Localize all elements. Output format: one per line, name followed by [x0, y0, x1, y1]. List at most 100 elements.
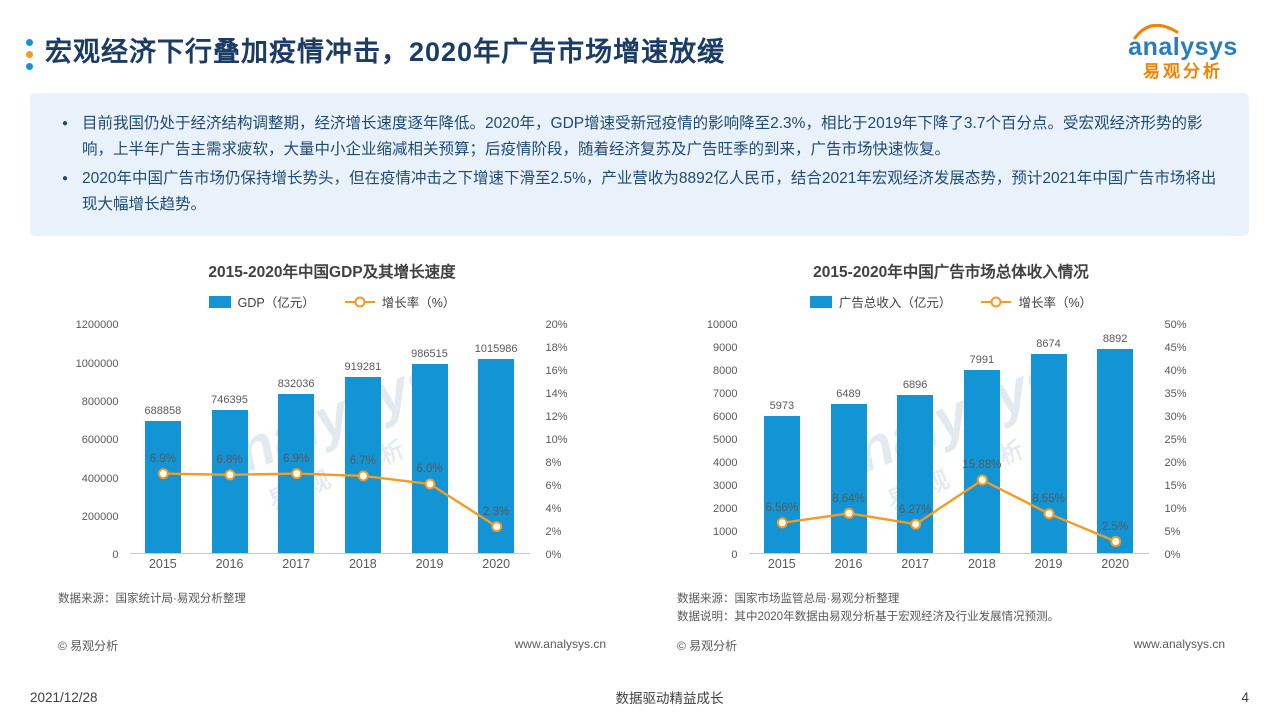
bullet-text: 目前我国仍处于经济结构调整期，经济增长速度逐年降低。2020年，GDP增速受新冠…	[82, 115, 1203, 159]
growth-value-label: 6.0%	[416, 463, 443, 476]
plot-area: analysys 易观分析 688858 746395 832036 919281 9865…	[129, 323, 530, 555]
bar-2018	[344, 377, 381, 554]
bullet-text: 2020年中国广告市场仍保持增长势头，但在疫情冲击之下增速下滑至2.5%，产业营…	[82, 169, 1217, 214]
growth-value-label: 6.8%	[216, 454, 243, 467]
bullet-icon: ●	[62, 172, 69, 184]
growth-value-label: 2.5%	[1102, 520, 1129, 533]
panel-footer: © 易观分析 www.analysys.cn	[58, 637, 606, 654]
bar-2016	[830, 404, 867, 554]
bar-value-label: 5973	[769, 400, 795, 413]
data-source: 数据来源：国家统计局·易观分析整理	[58, 593, 246, 606]
chart-legend: 广告总收入（亿元） 增长率（%）	[677, 292, 1225, 311]
x-tick-label: 2017	[901, 557, 930, 572]
copyright: © 易观分析	[58, 639, 119, 654]
x-tick-label: 2019	[1034, 557, 1063, 572]
copyright: © 易观分析	[677, 639, 738, 654]
x-tick-label: 2018	[348, 557, 377, 572]
bar-2020	[1097, 348, 1134, 554]
growth-value-label: 2.3%	[483, 506, 510, 519]
chart-legend: GDP（亿元） 增长率（%）	[58, 292, 606, 311]
growth-value-label: 6.9%	[149, 453, 176, 466]
bar-value-label: 7991	[969, 353, 995, 366]
x-tick-label: 2018	[967, 557, 996, 572]
bullet-icon: ●	[62, 118, 69, 130]
x-tick-label: 2016	[215, 557, 244, 572]
x-tick-label: 2017	[282, 557, 311, 572]
legend-item-line: 增长率（%）	[344, 292, 456, 311]
x-tick-label: 2019	[415, 557, 444, 572]
bar-2016	[211, 410, 248, 554]
x-tick-label: 2020	[1101, 557, 1130, 572]
bar-value-label: 746395	[211, 394, 248, 407]
right-axis-ticks: 0% 5% 10% 15% 20% 25% 30% 35% 40% 45% 50%	[1164, 319, 1187, 562]
chart-title: 2015-2020年中国GDP及其增长速度	[208, 264, 456, 282]
page-footer: 2021/12/28 数据驱动精益成长 4	[30, 687, 1249, 707]
title-accent-dots-icon	[26, 36, 33, 72]
header: 宏观经济下行叠加疫情冲击，2020年广告市场增速放缓 analysys 易观分析	[0, 0, 1279, 81]
ad-revenue-chart-panel: 2015-2020年中国广告市场总体收入情况 广告总收入（亿元） 增长率（%） …	[677, 260, 1225, 654]
logo-swoosh-icon	[1133, 24, 1179, 40]
bar-value-label: 1015986	[474, 342, 518, 355]
bar-value-label: 6896	[902, 378, 928, 391]
right-axis-ticks: 0% 2% 4% 6% 8% 10% 12% 14% 16% 18% 20%	[545, 319, 568, 562]
left-axis-ticks: 0 200000 400000 600000 800000 1000000 1200000	[75, 319, 119, 562]
footer-page-number: 4	[1241, 689, 1249, 705]
bullet-item: ● 2020年中国广告市场仍保持增长势头，但在疫情冲击之下增速下滑至2.5%，产…	[58, 166, 1219, 219]
growth-rate-line	[157, 468, 502, 533]
legend-label: 增长率（%）	[1018, 296, 1093, 311]
x-tick-label: 2015	[767, 557, 796, 572]
line-marker-icon	[981, 296, 1012, 308]
logo-sub-text: 易观分析	[1143, 62, 1223, 82]
legend-item-bar: 广告总收入（亿元）	[809, 292, 952, 311]
data-note: 数据说明：其中2020年数据由易观分析基于宏观经济及行业发展情况预测。	[677, 611, 1060, 624]
growth-value-label: 15.88%	[962, 459, 1002, 472]
bar-swatch-icon	[208, 295, 231, 308]
bar-swatch-icon	[809, 295, 832, 308]
gdp-chart: 0 200000 400000 600000 800000 1000000 1200000 0…	[65, 319, 600, 581]
plot-area: analysys 易观分析 5973 6489 6896 7991 8674 8892 6.56…	[748, 323, 1149, 555]
footer-slogan: 数据驱动精益成长	[615, 691, 724, 706]
ad-revenue-chart: 0 1000 2000 3000 4000 5000 6000 7000 8000 9000 100…	[684, 319, 1219, 581]
gdp-chart-panel: 2015-2020年中国GDP及其增长速度 GDP（亿元） 增长率（%） 0 20…	[58, 260, 606, 654]
analysys-logo: analysys 易观分析	[1123, 24, 1243, 81]
growth-rate-line	[776, 474, 1121, 548]
bar-2015	[763, 416, 800, 554]
page-title: 宏观经济下行叠加疫情冲击，2020年广告市场增速放缓	[45, 37, 726, 67]
source-note: 数据来源：国家统计局·易观分析整理	[58, 591, 606, 627]
bullet-item: ● 目前我国仍处于经济结构调整期，经济增长速度逐年降低。2020年，GDP增速受…	[58, 111, 1219, 164]
bar-value-label: 688858	[144, 405, 182, 418]
data-source: 数据来源：国家市场监管总局·易观分析整理	[677, 593, 900, 606]
growth-value-label: 8.55%	[1032, 493, 1065, 506]
summary-box: ● 目前我国仍处于经济结构调整期，经济增长速度逐年降低。2020年，GDP增速受…	[30, 93, 1249, 237]
bar-2015	[144, 421, 181, 554]
growth-value-label: 6.9%	[283, 453, 310, 466]
charts-row: 2015-2020年中国GDP及其增长速度 GDP（亿元） 增长率（%） 0 20…	[0, 236, 1279, 654]
footer-date: 2021/12/28	[30, 689, 98, 705]
panel-footer: © 易观分析 www.analysys.cn	[677, 637, 1225, 654]
left-axis-ticks: 0 1000 2000 3000 4000 5000 6000 7000 8000 9000 100…	[706, 319, 738, 562]
bar-value-label: 832036	[277, 377, 315, 390]
x-tick-label: 2015	[148, 557, 177, 572]
x-tick-label: 2020	[482, 557, 511, 572]
logo-brand-text: analysys	[1128, 33, 1238, 61]
bar-2019	[411, 364, 448, 554]
source-note: 数据来源：国家市场监管总局·易观分析整理 数据说明：其中2020年数据由易观分析…	[677, 591, 1225, 627]
x-tick-label: 2016	[834, 557, 863, 572]
legend-item-line: 增长率（%）	[981, 292, 1092, 311]
growth-value-label: 8.64%	[832, 492, 865, 505]
x-axis-labels: 2015 2016 2017 2018 2019 2020	[749, 557, 1149, 571]
line-marker-icon	[344, 296, 375, 308]
legend-label: 广告总收入（亿元）	[838, 296, 952, 311]
website: www.analysys.cn	[514, 637, 606, 652]
bar-value-label: 6489	[836, 388, 861, 401]
x-axis-labels: 2015 2016 2017 2018 2019 2020	[130, 557, 530, 571]
growth-value-label: 6.7%	[349, 455, 376, 468]
bar-value-label: 986515	[411, 348, 448, 361]
bar-2020	[478, 358, 515, 554]
bar-2018	[963, 369, 1000, 554]
website: www.analysys.cn	[1133, 637, 1225, 652]
bar-value-label: 8674	[1036, 337, 1061, 350]
chart-title: 2015-2020年中国广告市场总体收入情况	[813, 264, 1089, 282]
legend-label: 增长率（%）	[381, 296, 456, 311]
